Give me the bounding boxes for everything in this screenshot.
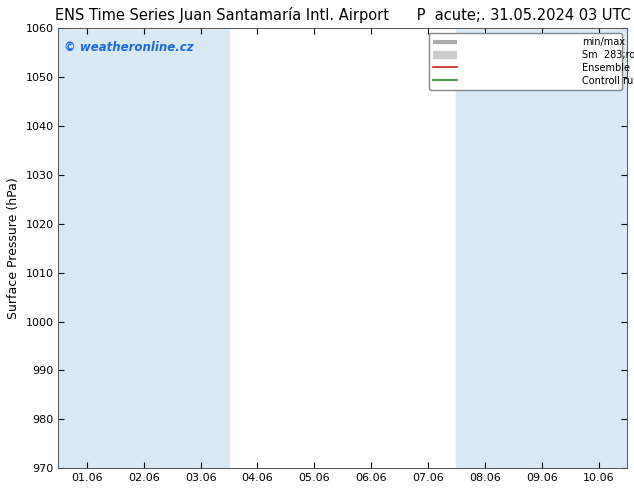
Bar bbox=[514, 28, 570, 468]
Bar bbox=[570, 28, 627, 468]
Title: ENS Time Series Juan Santamaría Intl. Airport      P  acute;. 31.05.2024 03 UTC: ENS Time Series Juan Santamaría Intl. Ai… bbox=[55, 7, 631, 23]
Bar bbox=[115, 28, 172, 468]
Bar bbox=[456, 28, 514, 468]
Legend: min/max, Sm  283;rodatn acute; odchylka, Ensemble mean run, Controll run: min/max, Sm 283;rodatn acute; odchylka, … bbox=[429, 33, 622, 90]
Y-axis label: Surface Pressure (hPa): Surface Pressure (hPa) bbox=[7, 177, 20, 319]
Bar bbox=[172, 28, 229, 468]
Text: © weatheronline.cz: © weatheronline.cz bbox=[64, 42, 194, 54]
Bar bbox=[58, 28, 115, 468]
